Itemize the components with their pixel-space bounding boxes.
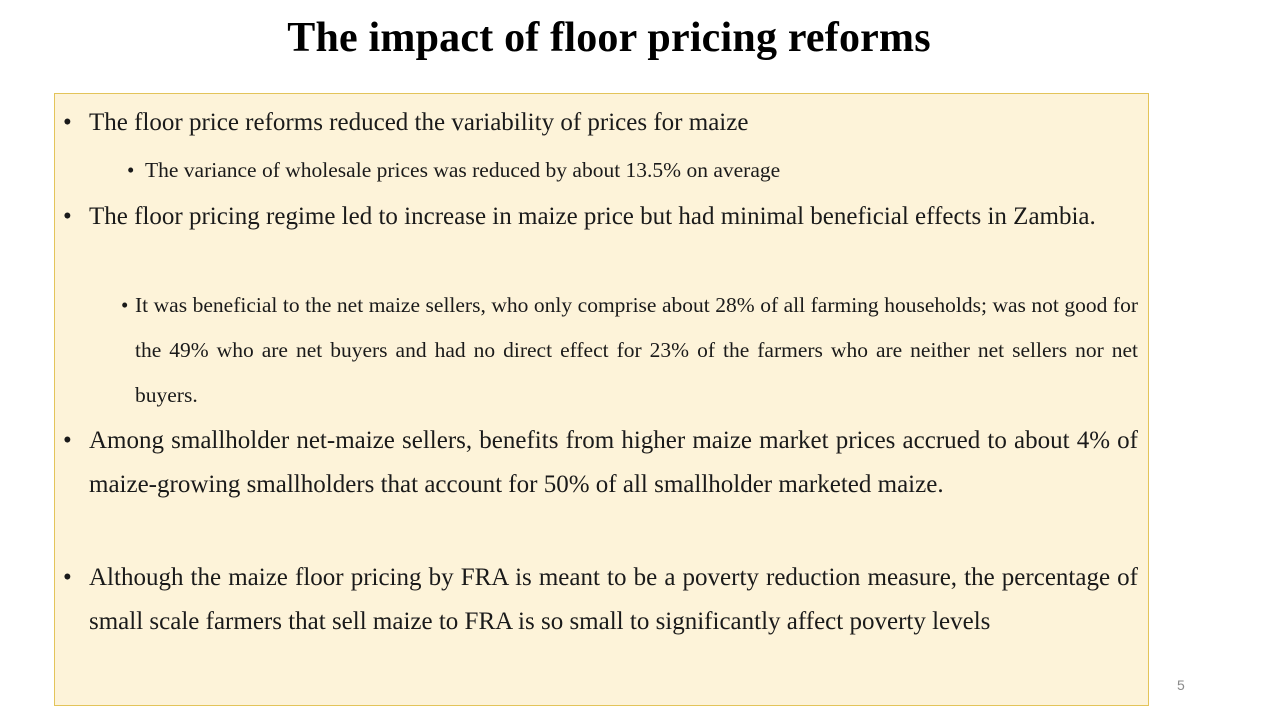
bullet-item-5: • Among smallholder net-maize sellers, b… [63,419,1138,507]
slide-title: The impact of floor pricing reforms [287,15,931,61]
content-box: • The floor price reforms reduced the va… [54,93,1149,706]
bullet-dot-icon: • [127,158,135,182]
bullet-dot-icon: • [121,293,129,317]
bullet-text: The floor pricing regime led to increase… [89,203,1096,230]
bullet-item-2: • The variance of wholesale prices was r… [127,148,1095,193]
page-number: 5 [1177,677,1185,693]
bullet-dot-icon: • [63,203,72,230]
bullet-text: It was beneficial to the net maize selle… [135,293,1138,407]
bullet-dot-icon: • [63,109,72,136]
bullet-item-1: • The floor price reforms reduced the va… [63,101,1138,145]
bullet-dot-icon: • [63,564,72,591]
bullet-item-6: • Although the maize floor pricing by FR… [63,556,1138,644]
bullet-item-3: • The floor pricing regime led to increa… [63,195,1138,239]
bullet-text: The floor price reforms reduced the vari… [89,109,749,136]
bullet-dot-icon: • [63,427,72,454]
bullet-item-4: • It was beneficial to the net maize sel… [121,283,1138,418]
bullet-text: Among smallholder net-maize sellers, ben… [89,427,1138,498]
bullet-text: The variance of wholesale prices was red… [145,158,781,182]
bullet-text: Although the maize floor pricing by FRA … [89,564,1138,635]
